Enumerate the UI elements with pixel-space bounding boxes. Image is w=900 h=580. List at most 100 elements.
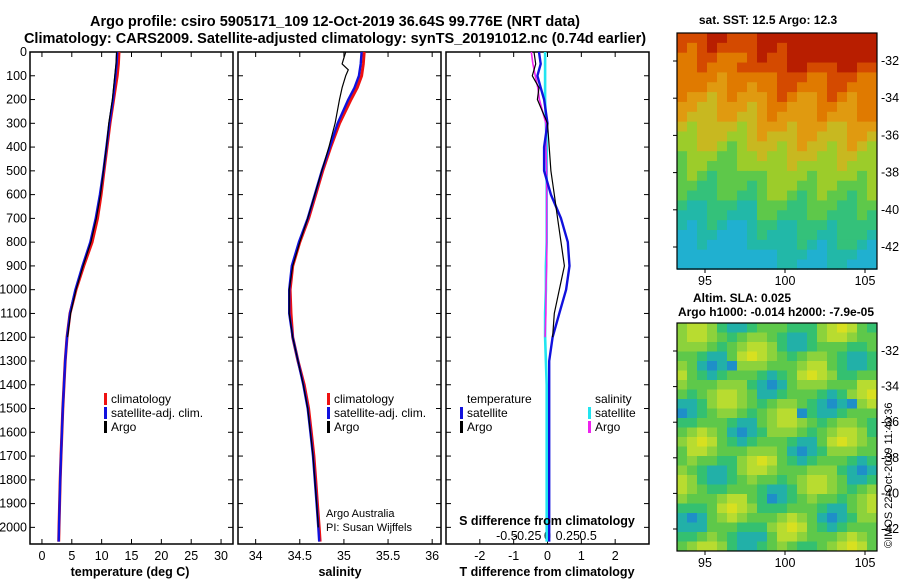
- sst-cell: [827, 82, 838, 93]
- sst-cell: [707, 62, 718, 73]
- sst-cell: [697, 62, 708, 73]
- sst-cell: [727, 220, 738, 231]
- sla-cell: [707, 418, 718, 428]
- sla-cell: [847, 541, 858, 552]
- sla-cell: [687, 351, 698, 362]
- sst-cell: [727, 210, 738, 221]
- depth-tick-label: 1400: [0, 378, 27, 392]
- legend-swatch-s-argo: [588, 421, 591, 433]
- sst-cell: [817, 42, 828, 54]
- sst-cell: [757, 259, 768, 270]
- sla-cell: [747, 465, 758, 476]
- sst-cell: [847, 131, 858, 142]
- sst-cell: [827, 161, 838, 172]
- sst-cell: [767, 190, 778, 201]
- sst-cell: [847, 111, 858, 123]
- sst-cell: [777, 52, 788, 63]
- sst-cell: [767, 33, 778, 44]
- sla-cell: [797, 503, 808, 514]
- sst-cell: [837, 92, 848, 103]
- sst-cell: [677, 151, 688, 162]
- sst-cell: [727, 111, 738, 123]
- sst-cell: [807, 141, 818, 152]
- sla-cell: [747, 541, 758, 552]
- sst-cell: [697, 101, 708, 113]
- sla-cell: [707, 437, 718, 447]
- sla-cell: [857, 389, 868, 400]
- sla-cell: [797, 399, 808, 409]
- sst-cell: [827, 111, 838, 123]
- sla-cell: [687, 437, 698, 447]
- sla-cell: [847, 456, 858, 466]
- x-tick-label: 0: [38, 549, 45, 563]
- sla-map-frame: [676, 322, 878, 552]
- sla-cell: [737, 532, 748, 542]
- sst-cell: [737, 62, 748, 73]
- sla-cell: [837, 484, 848, 495]
- sst-cell: [737, 151, 748, 162]
- sla-cell: [827, 494, 838, 504]
- sla-cell: [867, 323, 878, 333]
- sst-cell: [687, 101, 698, 113]
- sla-cell: [727, 351, 738, 362]
- sst-cell: [807, 72, 818, 83]
- sla-cell: [737, 494, 748, 504]
- sla-cell: [787, 456, 798, 466]
- sla-cell: [757, 427, 768, 438]
- sla-cell: [697, 513, 708, 523]
- sst-cell: [767, 141, 778, 152]
- sla-cell: [757, 370, 768, 381]
- sst-cell: [797, 111, 808, 123]
- sst-cell: [717, 52, 728, 63]
- sst-cell: [727, 62, 738, 73]
- sla-cell: [707, 456, 718, 466]
- map-y-label: -34: [881, 91, 899, 105]
- sst-cell: [867, 92, 878, 103]
- sst-cell: [737, 200, 748, 211]
- sla-cell: [817, 503, 828, 514]
- sst-cell: [737, 259, 748, 270]
- sla-cell: [777, 418, 788, 428]
- sst-cell: [727, 101, 738, 113]
- sla-cell: [707, 389, 718, 400]
- sla-cell: [867, 389, 878, 400]
- sst-cell: [797, 141, 808, 152]
- sst-cell: [767, 131, 778, 142]
- sla-cell: [757, 437, 768, 447]
- temperature-legend: climatology satellite-adj. clim. Argo: [104, 392, 203, 434]
- sla-cell: [817, 323, 828, 333]
- sst-cell: [677, 249, 688, 260]
- x-tick-label: 10: [95, 549, 109, 563]
- sst-cell: [687, 92, 698, 103]
- sst-cell: [717, 62, 728, 73]
- sst-cell: [757, 151, 768, 162]
- sla-cell: [717, 370, 728, 381]
- sla-cell: [677, 370, 688, 381]
- sla-cell: [727, 522, 738, 533]
- sst-cell: [867, 33, 878, 44]
- legend-swatch-t-satellite: [460, 407, 463, 419]
- sla-cell: [797, 475, 808, 485]
- sla-cell: [737, 342, 748, 352]
- sla-cell: [797, 494, 808, 504]
- sla-cell: [777, 456, 788, 466]
- series-climatology: [288, 51, 366, 542]
- sst-cell: [817, 220, 828, 231]
- sst-cell: [747, 249, 758, 260]
- x-tick-label: 5: [68, 549, 75, 563]
- sst-cell: [727, 180, 738, 192]
- sla-cell: [677, 380, 688, 390]
- sla-cell: [867, 370, 878, 381]
- sst-cell: [837, 72, 848, 83]
- sst-cell: [837, 249, 848, 260]
- sla-cell: [847, 370, 858, 381]
- sst-cell: [867, 131, 878, 142]
- sla-cell: [677, 446, 688, 457]
- sla-cell: [767, 437, 778, 447]
- sst-cell: [677, 259, 688, 270]
- sst-cell: [697, 220, 708, 231]
- sla-cell: [747, 456, 758, 466]
- sst-cell: [757, 161, 768, 172]
- sst-cell: [787, 249, 798, 260]
- sla-cell: [717, 342, 728, 352]
